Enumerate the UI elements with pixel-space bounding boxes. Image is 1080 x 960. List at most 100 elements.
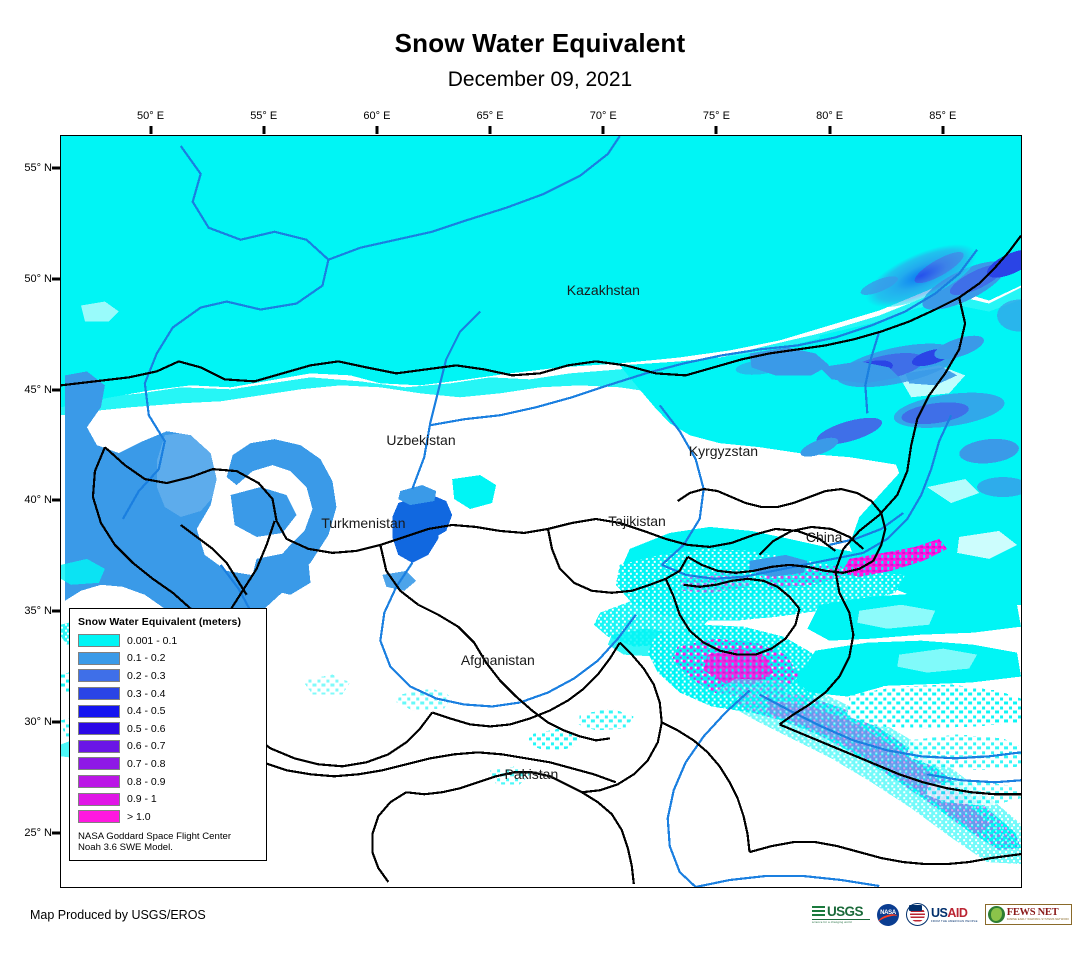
lon-tick-label: 80° E xyxy=(816,110,844,122)
legend-row: 0.5 - 0.6 xyxy=(78,720,258,738)
legend-row: 0.9 - 1 xyxy=(78,790,258,808)
legend-row: 0.3 - 0.4 xyxy=(78,685,258,703)
lon-tick-mark xyxy=(714,126,718,134)
legend-note: NASA Goddard Space Flight Center Noah 3.… xyxy=(78,831,258,854)
legend-swatch xyxy=(78,722,120,736)
legend-swatch xyxy=(78,651,120,665)
lat-tick-label: 35° N xyxy=(24,605,52,618)
lat-tick-mark xyxy=(52,388,61,392)
country-label: Kyrgyzstan xyxy=(688,443,759,460)
country-label: Turkmenistan xyxy=(321,514,406,531)
lon-tick-label: 70° E xyxy=(589,110,617,122)
lat-tick-label: 30° N xyxy=(24,715,52,728)
lon-tick-label: 75° E xyxy=(702,110,730,122)
legend-label: 0.6 - 0.7 xyxy=(127,740,166,753)
usgs-tagline: science for a changing world xyxy=(812,919,870,924)
usaid-us-text: US xyxy=(931,905,948,920)
nasa-wordmark: NASA xyxy=(880,909,896,916)
legend-label: 0.5 - 0.6 xyxy=(127,722,166,735)
lat-tick-label: 50° N xyxy=(24,272,52,285)
legend-label: > 1.0 xyxy=(127,810,151,823)
country-label: Uzbekistan xyxy=(386,432,456,449)
legend-swatch xyxy=(78,739,120,753)
usaid-aid-text: AID xyxy=(947,905,968,920)
country-label: China xyxy=(805,529,843,546)
lon-tick-mark xyxy=(149,126,153,134)
page-title: Snow Water Equivalent xyxy=(394,28,686,58)
legend-label: 0.8 - 0.9 xyxy=(127,775,166,788)
legend-label: 0.3 - 0.4 xyxy=(127,687,166,700)
lon-tick-label: 60° E xyxy=(363,110,391,122)
lon-tick-label: 55° E xyxy=(250,110,278,122)
map-frame[interactable]: Kazakhstan Uzbekistan Turkmenistan Kyrgyzst… xyxy=(60,135,1022,888)
legend-row: 0.8 - 0.9 xyxy=(78,773,258,791)
usgs-wordmark: USGS xyxy=(827,904,863,919)
usgs-logo: USGS science for a changing world xyxy=(812,905,870,924)
legend-row: 0.1 - 0.2 xyxy=(78,650,258,668)
map-legend: Snow Water Equivalent (meters) 0.001 - 0… xyxy=(69,608,267,861)
lon-tick-mark xyxy=(828,126,832,134)
country-borders xyxy=(61,235,1021,885)
lat-tick-mark xyxy=(52,609,61,613)
fews-tagline: FAMINE EARLY WARNING SYSTEMS NETWORK xyxy=(1006,918,1070,921)
usaid-seal-icon xyxy=(906,903,929,926)
legend-row: 0.6 - 0.7 xyxy=(78,738,258,756)
legend-swatch xyxy=(78,775,120,789)
country-label: Afghanistan xyxy=(460,652,535,669)
lon-tick-label: 65° E xyxy=(476,110,504,122)
usaid-logo: USAID FROM THE AMERICAN PEOPLE xyxy=(906,903,978,926)
lat-tick-mark xyxy=(52,831,61,835)
lat-tick-mark xyxy=(52,277,61,281)
legend-label: 0.001 - 0.1 xyxy=(127,634,178,647)
legend-label: 0.1 - 0.2 xyxy=(127,652,166,665)
lat-tick-mark xyxy=(52,166,61,170)
country-label: Pakistan xyxy=(504,766,559,783)
snow-zone-north xyxy=(61,136,1021,408)
legend-swatch xyxy=(78,792,120,806)
lon-tick-mark xyxy=(262,126,266,134)
usgs-wave-icon xyxy=(812,905,825,918)
legend-row: 0.4 - 0.5 xyxy=(78,702,258,720)
lon-tick-mark xyxy=(488,126,492,134)
legend-note-line2: Noah 3.6 SWE Model. xyxy=(78,842,173,854)
lat-tick-label: 40° N xyxy=(24,494,52,507)
legend-label: 0.9 - 1 xyxy=(127,793,157,806)
legend-swatch xyxy=(78,669,120,683)
lon-tick-label: 50° E xyxy=(137,110,165,122)
map-raster xyxy=(61,136,1021,887)
legend-swatch xyxy=(78,704,120,718)
lat-tick-label: 55° N xyxy=(24,162,52,175)
lon-tick-mark xyxy=(375,126,379,134)
legend-label: 0.7 - 0.8 xyxy=(127,757,166,770)
lat-tick-label: 45° N xyxy=(24,383,52,396)
fews-wordmark: FEWS NET xyxy=(1006,907,1059,918)
legend-row: 0.001 - 0.1 xyxy=(78,632,258,650)
caspian-sea xyxy=(64,371,337,787)
legend-row: > 1.0 xyxy=(78,808,258,826)
country-label: Tajikistan xyxy=(608,512,666,529)
country-label: Kazakhstan xyxy=(566,281,640,298)
legend-label: 0.2 - 0.3 xyxy=(127,669,166,682)
agency-logos: USGS science for a changing world NASA U… xyxy=(812,903,1073,926)
legend-swatch xyxy=(78,810,120,824)
fews-globe-icon xyxy=(987,906,1005,923)
legend-note-line1: NASA Goddard Space Flight Center xyxy=(78,830,232,842)
legend-row: 0.2 - 0.3 xyxy=(78,667,258,685)
legend-title: Snow Water Equivalent (meters) xyxy=(78,616,242,628)
lon-tick-mark xyxy=(941,126,945,134)
legend-label: 0.4 - 0.5 xyxy=(127,705,166,718)
legend-row: 0.7 - 0.8 xyxy=(78,755,258,773)
nasa-logo: NASA xyxy=(877,903,899,926)
usaid-tagline: FROM THE AMERICAN PEOPLE xyxy=(931,918,978,923)
lat-tick-mark xyxy=(52,720,61,724)
page-subtitle: December 09, 2021 xyxy=(447,68,633,91)
map-credit: Map Produced by USGS/EROS xyxy=(30,908,206,922)
lat-tick-label: 25° N xyxy=(24,826,52,839)
lon-tick-label: 85° E xyxy=(929,110,957,122)
legend-swatch xyxy=(78,757,120,771)
lon-tick-mark xyxy=(601,126,605,134)
legend-swatch xyxy=(78,634,120,648)
fews-net-logo: FEWS NET FAMINE EARLY WARNING SYSTEMS NE… xyxy=(984,904,1073,925)
lat-tick-mark xyxy=(52,498,61,502)
